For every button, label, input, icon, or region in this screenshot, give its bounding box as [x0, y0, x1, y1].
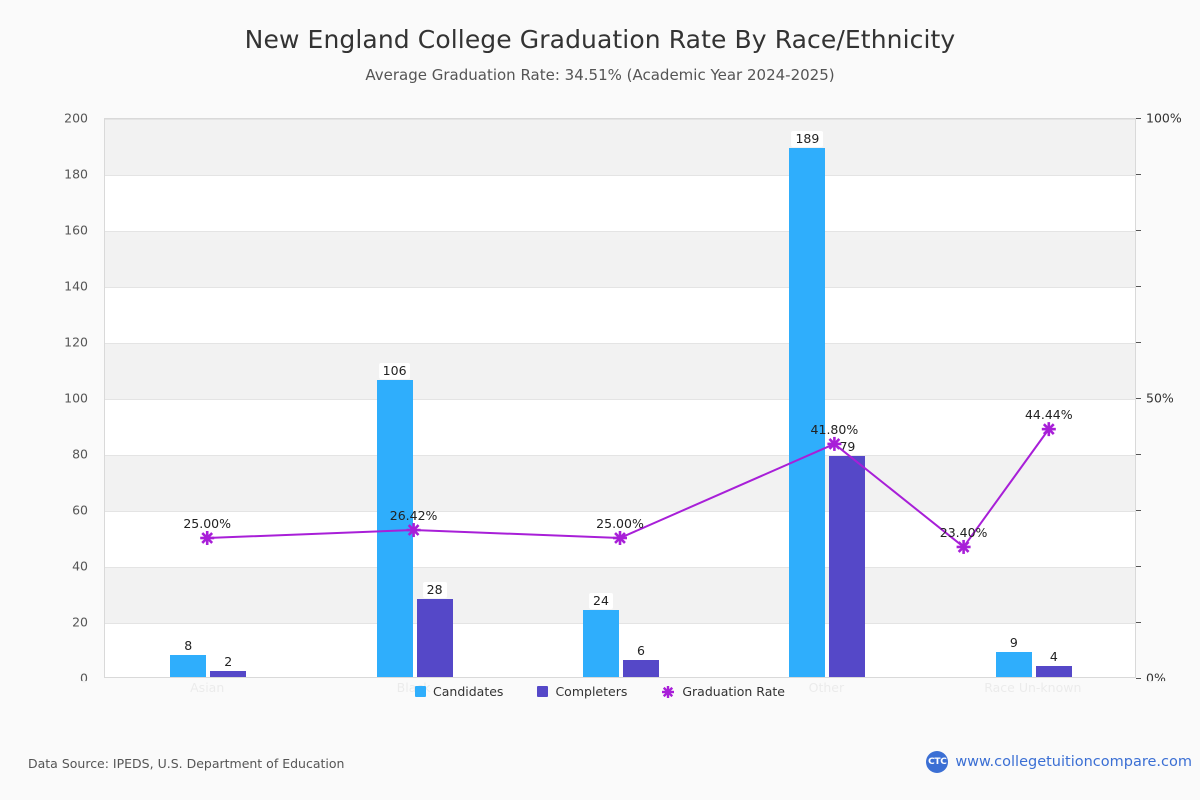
bar-value-label: 6: [633, 643, 649, 660]
bar-value-label: 79: [835, 438, 860, 455]
grid-band: [105, 231, 1135, 287]
bar-candidates-other[interactable]: [789, 147, 826, 677]
bar-value-label: 4: [1045, 648, 1062, 665]
bar-candidates-hispanic[interactable]: [583, 609, 619, 677]
gridline: [105, 287, 1135, 288]
legend-item-graduation-rate[interactable]: Graduation Rate: [661, 684, 785, 699]
y-axis-tick-label: 40: [72, 558, 88, 574]
bar-value-label: 9: [1005, 634, 1022, 651]
gridline: [105, 455, 1135, 456]
gridline: [105, 623, 1135, 624]
bar-candidates-race-un-known[interactable]: [995, 651, 1032, 677]
right-axis-tick-mark: [1136, 566, 1141, 567]
right-axis-tick-mark: [1136, 230, 1141, 231]
gridline: [105, 399, 1135, 400]
bar-completers-hispanic[interactable]: [623, 660, 659, 677]
chart-header: New England College Graduation Rate By R…: [0, 0, 1200, 84]
bar-candidates-black[interactable]: [376, 380, 413, 677]
page-title: New England College Graduation Rate By R…: [244, 25, 956, 54]
right-axis-tick-mark: [1136, 286, 1141, 287]
y-axis-right-percent: 0% 50% 100%: [1136, 111, 1200, 686]
gridline: [105, 511, 1135, 512]
y-axis-tick-label: 120: [64, 334, 88, 350]
right-axis-tick-mark: [1136, 398, 1141, 399]
legend-item-completers[interactable]: Completers: [537, 684, 627, 699]
y-axis-tick-label: 180: [64, 166, 88, 182]
brand-link[interactable]: CTC www.collegetuitioncompare.com: [926, 751, 1192, 773]
bar-value-label: 106: [378, 363, 411, 380]
bar-completers-race-un-known[interactable]: [1035, 665, 1072, 677]
brand-url-label[interactable]: www.collegetuitioncompare.com: [955, 754, 1192, 770]
right-axis-tick-mark: [1136, 118, 1141, 119]
gridline: [105, 567, 1135, 568]
right-axis-tick-label: 50%: [1146, 390, 1174, 406]
right-axis-tick-label: 100%: [1146, 110, 1182, 126]
bar-value-label: 28: [422, 581, 447, 598]
chart-subtitle: Average Graduation Rate: 34.51% (Academi…: [365, 66, 835, 84]
bar-candidates-asian[interactable]: [170, 654, 207, 677]
right-axis-tick-mark: [1136, 174, 1141, 175]
y-axis-tick-label: 140: [64, 278, 88, 294]
right-axis-tick-mark: [1136, 678, 1141, 679]
y-axis-tick-label: 0: [80, 670, 88, 686]
y-axis-tick-label: 160: [64, 222, 88, 238]
right-axis-tick-mark: [1136, 510, 1141, 511]
y-axis-tick-label: 20: [72, 614, 88, 630]
legend-item-candidates[interactable]: Candidates: [415, 684, 503, 699]
bar-completers-black[interactable]: [416, 598, 453, 677]
right-axis-tick-mark: [1136, 622, 1141, 623]
y-axis-left: 0 20 40 60 80 100 120 140 160 180 200: [0, 111, 96, 686]
ctc-logo-icon: CTC: [926, 751, 949, 773]
bar-value-label: 189: [791, 130, 824, 147]
y-axis-tick-label: 60: [72, 502, 88, 518]
legend-star-icon: [661, 685, 675, 699]
legend-swatch-icon: [415, 686, 427, 697]
legend-item-label: Candidates: [433, 684, 504, 699]
y-axis-tick-label: 200: [64, 110, 88, 126]
plot-area: 8 106 24 189 9 2 28 6 79 4: [104, 118, 1136, 678]
bar-value-label: 8: [180, 637, 197, 654]
grid-band: [105, 455, 1135, 511]
gridline: [105, 119, 1135, 120]
right-axis-tick-mark: [1136, 342, 1141, 343]
gridline: [105, 175, 1135, 176]
right-axis-tick-mark: [1136, 454, 1141, 455]
footer: Data Source: IPEDS, U.S. Department of E…: [0, 740, 1200, 800]
gridline: [105, 343, 1135, 344]
bar-value-label: 2: [220, 654, 237, 671]
bar-value-label: 24: [589, 592, 613, 609]
legend-item-label: Completers: [555, 684, 628, 699]
data-source-note: Data Source: IPEDS, U.S. Department of E…: [28, 756, 345, 771]
bar-completers-other[interactable]: [829, 455, 866, 677]
y-axis-tick-label: 80: [72, 446, 88, 462]
grid-band: [105, 567, 1135, 623]
chart-legend: Candidates Completers Graduation Rate: [0, 681, 1200, 702]
y-axis-tick-label: 100: [64, 390, 88, 406]
grid-band: [105, 343, 1135, 399]
bar-completers-asian[interactable]: [210, 671, 247, 677]
grid-band: [105, 119, 1135, 175]
legend-swatch-icon: [537, 686, 549, 697]
legend-item-label: Graduation Rate: [682, 684, 785, 699]
gridline: [105, 231, 1135, 232]
